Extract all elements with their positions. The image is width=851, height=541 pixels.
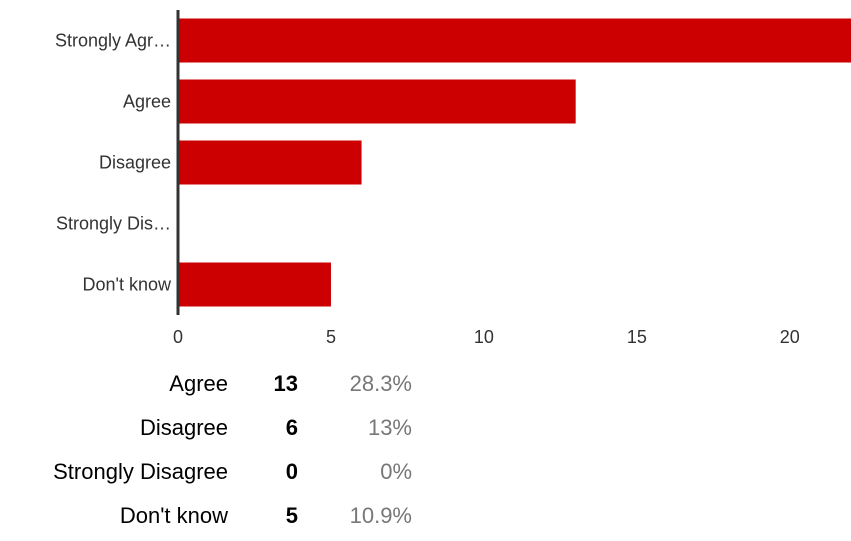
summary-label: Strongly Disagree [53,459,228,484]
category-label: Don't know [83,275,172,295]
x-tick-label: 20 [780,327,800,347]
category-label: Strongly Dis… [56,214,171,234]
summary-label: Don't know [119,503,228,528]
category-label: Disagree [99,153,171,173]
summary-count: 13 [273,371,298,396]
summary-row-agree: Agree 13 28.3% [0,362,420,406]
x-tick-label: 15 [627,327,647,347]
summary-label: Disagree [139,415,228,440]
summary-row-disagree: Disagree 6 13% [0,406,420,450]
summary-percent: 28.3% [349,371,412,396]
summary-row-dont-know: Don't know 5 10.9% [0,494,420,538]
bar-0 [178,18,851,63]
bar-1 [178,79,576,124]
summary-row-strongly-disagree: Strongly Disagree 0 0% [0,450,420,494]
bar-4 [178,262,331,307]
summary-count: 5 [285,503,298,528]
category-label: Agree [123,92,171,112]
summary-count: 6 [285,415,298,440]
x-tick-label: 0 [173,327,183,347]
bar-chart: Strongly Agr… Agree Disagree Strongly Dis… D… [55,10,851,347]
summary-percent: 10.9% [349,503,412,528]
summary-percent: 13% [367,415,412,440]
summary-percent: 0% [380,459,412,484]
x-tick-label: 5 [326,327,336,347]
bar-2 [178,140,362,185]
summary-count: 0 [285,459,298,484]
category-label: Strongly Agr… [55,31,171,51]
x-tick-label: 10 [474,327,494,347]
summary-label: Agree [169,371,228,396]
bar-chart-svg: Strongly Agr… Agree Disagree Strongly Dis… D… [55,10,851,347]
